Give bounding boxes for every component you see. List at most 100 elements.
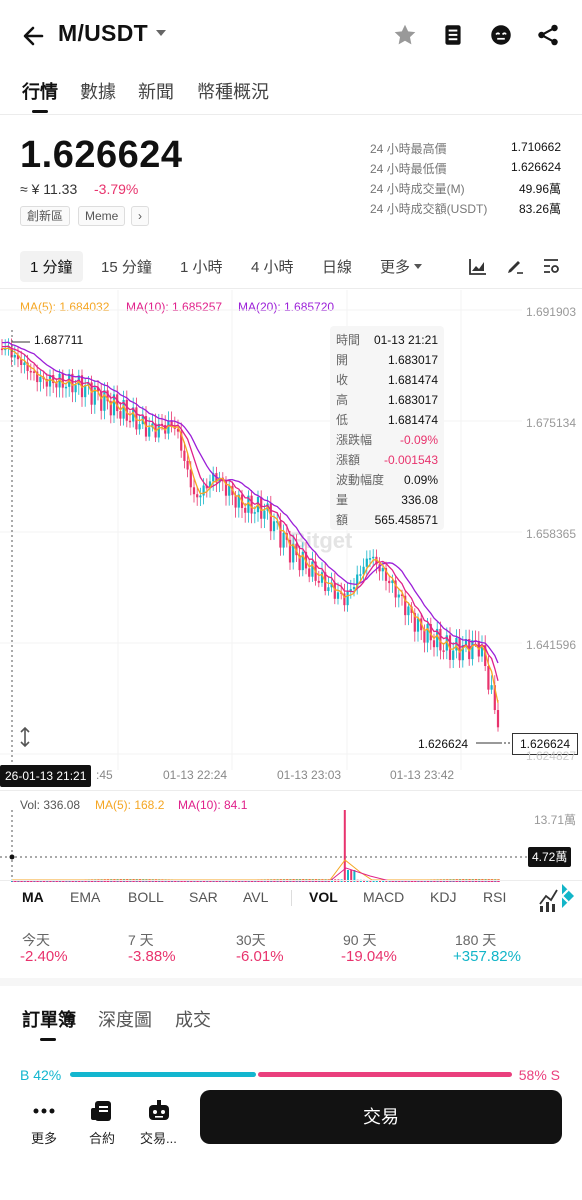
perf-label-today: 今天 [22, 932, 50, 948]
sell-ratio-label: 58% S [518, 1067, 560, 1083]
candle-tooltip: 時間 01-13 21:21 開 1.683017 收 1.681474 高 1.683… [330, 326, 444, 530]
x-axis-label: :45 [96, 768, 113, 782]
tab-news[interactable]: 新聞 [138, 82, 174, 102]
indicator-sar[interactable]: SAR [189, 889, 218, 905]
volume-axis-max: 13.71萬 [533, 813, 576, 827]
crosshair-time-label: 26-01-13 21:21 [0, 765, 92, 787]
buy-ratio-label: B 42% [20, 1067, 62, 1083]
perf-value-today: -2.40% [20, 948, 68, 965]
tab-trades[interactable]: 成交 [175, 1010, 211, 1030]
stat-label-turnover: 24 小時成交額(USDT) [370, 202, 488, 216]
tab-market[interactable]: 行情 [22, 82, 58, 102]
buy-ratio-bar [70, 1072, 256, 1077]
star-icon[interactable] [392, 22, 418, 48]
indicator-vol[interactable]: VOL [309, 889, 338, 905]
bottom-contract-label[interactable]: 合約 [89, 1131, 116, 1146]
x-axis-label: 01-13 23:03 [277, 768, 342, 782]
draw-tool-icon[interactable] [505, 256, 525, 276]
x-axis-label: 01-13 23:42 [390, 768, 455, 782]
tab-underline [40, 1038, 56, 1041]
y-axis-label: 1.675134 [525, 416, 576, 430]
divider [0, 114, 582, 115]
y-axis-label: 1.624827 [525, 749, 576, 763]
trade-button[interactable]: 交易 [200, 1090, 562, 1144]
interval-daily[interactable]: 日線 [322, 259, 353, 276]
volume-legend: Vol: 336.08 [20, 798, 81, 812]
divider [0, 790, 582, 791]
notes-icon[interactable] [440, 22, 466, 48]
interval-4h[interactable]: 4 小時 [251, 259, 294, 276]
volume-chart [0, 810, 530, 882]
volume-crosshair-label: 4.72萬 [528, 847, 572, 867]
last-price: 1.626624 [20, 134, 183, 176]
perf-value-7d: -3.88% [128, 948, 176, 965]
tab-orderbook[interactable]: 訂單簿 [22, 1010, 76, 1030]
indicator-kdj[interactable]: KDJ [430, 889, 457, 905]
back-arrow-icon[interactable] [20, 22, 48, 50]
perf-value-180d: +357.82% [453, 948, 521, 965]
y-axis-label: 1.658365 [525, 527, 576, 541]
trading-pair-title[interactable]: M/USDT [58, 20, 148, 46]
stat-value-high: 1.710662 [510, 140, 561, 154]
trading-bot-icon[interactable] [146, 1098, 172, 1124]
stat-label-low: 24 小時最低價 [370, 162, 447, 176]
ma10-line [2, 345, 499, 681]
sell-ratio-bar [258, 1072, 512, 1077]
perf-label-90d: 90 天 [343, 932, 377, 948]
volume-ma5-legend: MA(5): 168.2 [95, 798, 165, 812]
stat-value-turnover: 83.26萬 [518, 202, 561, 216]
interval-more[interactable]: 更多 [380, 259, 411, 276]
x-axis-label: 01-13 22:24 [163, 768, 228, 782]
interval-15m[interactable]: 15 分鐘 [101, 259, 152, 276]
chart-settings-icon[interactable] [541, 256, 561, 276]
tab-depth-chart[interactable]: 深度圖 [98, 1010, 152, 1030]
indicator-ema[interactable]: EMA [70, 889, 101, 905]
tag-meme[interactable]: Meme [78, 206, 126, 226]
indicator-avl[interactable]: AVL [243, 889, 269, 905]
perf-label-180d: 180 天 [455, 932, 497, 948]
stat-value-volume: 49.96萬 [518, 182, 561, 196]
y-axis-label: 1.691903 [525, 305, 576, 319]
stat-value-low: 1.626624 [510, 160, 561, 174]
share-icon[interactable] [535, 22, 561, 48]
divider [0, 288, 582, 289]
divider [291, 890, 292, 906]
indicator-rsi[interactable]: RSI [483, 889, 507, 905]
indicator-boll[interactable]: BOLL [128, 889, 164, 905]
candlestick-chart[interactable]: Bitget [0, 290, 582, 790]
perf-value-30d: -6.01% [236, 948, 284, 965]
tag-more-chevron[interactable]: › [131, 206, 149, 226]
bot-face-icon[interactable] [488, 22, 514, 48]
bottom-bot-label[interactable]: 交易... [140, 1131, 177, 1146]
cny-price: ≈ ¥ 11.33 [20, 181, 78, 197]
interval-1h[interactable]: 1 小時 [180, 259, 223, 276]
indicator-macd[interactable]: MACD [363, 889, 405, 905]
ma5-line [2, 347, 499, 704]
indicator-ma[interactable]: MA [22, 889, 44, 905]
indicator-settings-icon[interactable] [538, 880, 578, 912]
section-separator [0, 978, 582, 986]
interval-1m[interactable]: 1 分鐘 [20, 251, 83, 282]
chart-type-icon[interactable] [468, 256, 488, 276]
high-marker-label: 1.687711 [34, 333, 84, 347]
resize-vertical-icon[interactable] [16, 726, 34, 748]
y-axis-label: 1.641596 [525, 638, 576, 652]
chevron-down-icon[interactable] [156, 30, 166, 36]
stat-label-volume: 24 小時成交量(M) [370, 182, 465, 196]
current-price-tag: 1.626624 [512, 733, 578, 755]
perf-label-30d: 30天 [236, 932, 266, 948]
tag-innovation-zone[interactable]: 創新區 [20, 206, 71, 226]
contract-icon[interactable] [89, 1098, 115, 1124]
price-change: -3.79% [94, 181, 139, 197]
stat-label-high: 24 小時最高價 [370, 142, 447, 156]
volume-ma10-legend: MA(10): 84.1 [178, 798, 248, 812]
ma20-line [2, 341, 499, 664]
tab-underline [32, 110, 48, 113]
more-dots-icon[interactable] [31, 1098, 57, 1124]
tab-coin-overview[interactable]: 幣種概況 [197, 82, 269, 102]
chevron-down-icon [414, 264, 422, 269]
perf-value-90d: -19.04% [341, 948, 397, 965]
tab-data[interactable]: 數據 [80, 82, 116, 102]
bottom-more-label[interactable]: 更多 [31, 1131, 58, 1146]
low-marker-label: 1.626624 [418, 737, 469, 751]
